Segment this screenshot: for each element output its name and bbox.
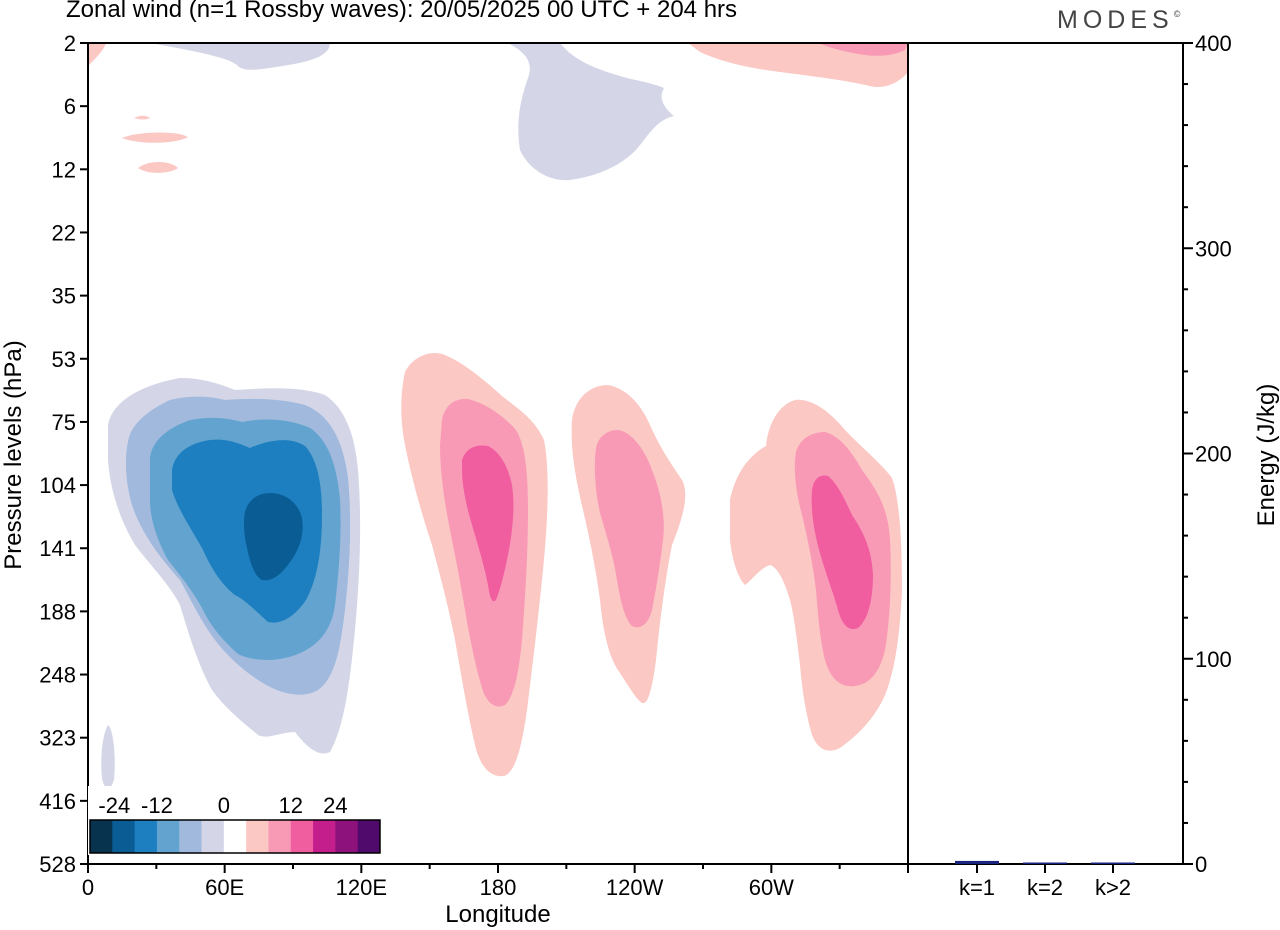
contour-pos-120W-level-8 bbox=[594, 430, 664, 628]
pressure-axis: 2 6 12 22 35 53 75 104 141 188 248 323 416 528 bbox=[39, 31, 88, 877]
energy-tick-label: 200 bbox=[1195, 442, 1232, 467]
colorbar-label: 12 bbox=[279, 793, 303, 818]
contour-pos-small-1 bbox=[134, 115, 150, 120]
energy-axis-label: Energy (J/kg) bbox=[1253, 384, 1280, 527]
y-tick-label: 22 bbox=[52, 220, 76, 245]
energy-category-label: k=2 bbox=[1027, 875, 1063, 900]
longitude-axis: 0 60E 120E 180 120W 60W bbox=[82, 864, 909, 900]
energy-category-label: k=1 bbox=[959, 875, 995, 900]
colorbar-swatch bbox=[134, 820, 158, 853]
energy-tick-label: 400 bbox=[1195, 31, 1232, 56]
y-tick-label: 12 bbox=[52, 157, 76, 182]
colorbar-swatch bbox=[90, 820, 113, 853]
colorbar-swatch bbox=[313, 820, 336, 853]
y-tick-label: 75 bbox=[52, 410, 76, 435]
colorbar-swatch bbox=[290, 820, 314, 853]
contour-field bbox=[88, 43, 908, 789]
x-tick-label: 120E bbox=[336, 875, 387, 900]
colorbar-swatch bbox=[179, 820, 203, 853]
x-tick-label: 0 bbox=[82, 875, 94, 900]
y-tick-label: 141 bbox=[39, 536, 76, 561]
energy-tick-label: 0 bbox=[1195, 852, 1207, 877]
contour-pos-upper-right-inner bbox=[818, 43, 908, 56]
colorbar-label: -24 bbox=[98, 793, 130, 818]
y-tick-label: 188 bbox=[39, 599, 76, 624]
y-tick-label: 104 bbox=[39, 473, 76, 498]
energy-tick-label: 100 bbox=[1195, 647, 1232, 672]
colorbar-swatch bbox=[246, 820, 269, 853]
y-tick-label: 528 bbox=[39, 852, 76, 877]
energy-axis: 0 100 200 300 400 bbox=[1183, 31, 1232, 877]
x-tick-label: 60E bbox=[205, 875, 244, 900]
contour-neg-level-20 bbox=[243, 493, 303, 581]
energy-bar bbox=[955, 860, 999, 864]
y-axis-label: Pressure levels (hPa) bbox=[0, 340, 27, 569]
colorbar-frame bbox=[89, 819, 381, 854]
x-axis-label: Longitude bbox=[445, 901, 550, 928]
contour-pos-corner bbox=[88, 43, 106, 66]
energy-plot-frame bbox=[907, 42, 1184, 865]
contour-pos-60W-level-12 bbox=[811, 475, 873, 630]
y-tick-label: 53 bbox=[52, 347, 76, 372]
y-tick-label: 2 bbox=[64, 31, 76, 56]
contour-pos-small-2 bbox=[122, 132, 188, 143]
colorbar-swatch bbox=[201, 820, 225, 853]
contour-pos-small-3 bbox=[138, 162, 178, 173]
energy-bar bbox=[1023, 862, 1067, 864]
colorbar-label: -12 bbox=[141, 793, 173, 818]
y-tick-label: 35 bbox=[52, 284, 76, 309]
energy-bars: k=1 k=2 k>2 bbox=[955, 860, 1135, 900]
colorbar-swatch bbox=[335, 820, 359, 853]
colorbar: -24 -12 0 12 24 bbox=[88, 786, 382, 855]
chart-title: Zonal wind (n=1 Rossby waves): 20/05/202… bbox=[66, 0, 738, 23]
energy-category-label: k>2 bbox=[1095, 875, 1131, 900]
contour-pos-upper-right bbox=[688, 43, 908, 88]
energy-tick-label: 300 bbox=[1195, 236, 1232, 261]
colorbar-swatch bbox=[268, 820, 292, 853]
logo-text: MODES bbox=[1057, 6, 1174, 34]
x-tick-label: 180 bbox=[480, 875, 517, 900]
y-tick-label: 323 bbox=[39, 726, 76, 751]
energy-bar bbox=[1091, 862, 1135, 864]
contour-neg-small-lower-left bbox=[101, 725, 115, 789]
y-tick-label: 248 bbox=[39, 663, 76, 688]
colorbar-swatch bbox=[112, 820, 136, 853]
x-tick-label: 60W bbox=[749, 875, 794, 900]
colorbar-swatch bbox=[357, 820, 381, 853]
y-tick-label: 6 bbox=[64, 94, 76, 119]
contour-neg-upper-dateline bbox=[508, 43, 674, 181]
logo-mark: © bbox=[1173, 9, 1181, 19]
colorbar-swatch bbox=[156, 820, 180, 853]
colorbar-label: 0 bbox=[218, 793, 230, 818]
colorbar-label: 24 bbox=[323, 793, 347, 818]
colorbar-swatch bbox=[223, 820, 247, 853]
contour-neg-top-a bbox=[150, 43, 330, 70]
modes-logo: MODES© bbox=[1057, 6, 1180, 35]
contour-pos-180-level-12 bbox=[462, 445, 514, 602]
y-tick-label: 416 bbox=[39, 789, 76, 814]
x-tick-label: 120W bbox=[606, 875, 664, 900]
